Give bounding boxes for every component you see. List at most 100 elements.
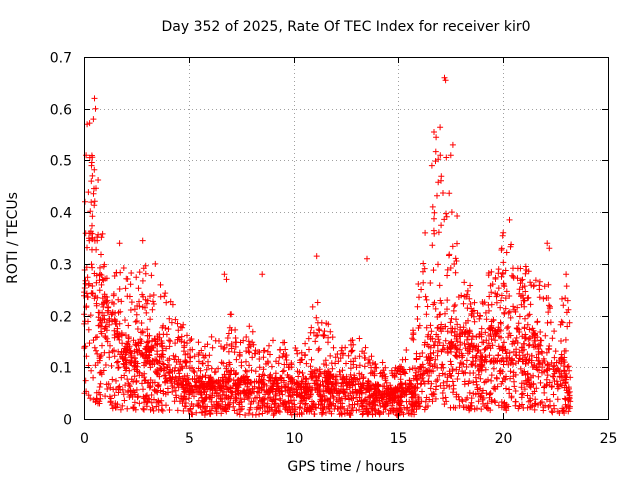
data-point — [316, 327, 323, 334]
data-point — [488, 377, 495, 384]
data-point — [85, 326, 92, 333]
data-point — [91, 344, 98, 351]
data-point — [437, 152, 444, 159]
data-point — [464, 287, 471, 294]
data-point — [146, 352, 153, 359]
data-point — [394, 367, 401, 374]
data-point — [293, 386, 300, 393]
data-point — [248, 398, 255, 405]
data-point — [564, 297, 571, 304]
data-point — [319, 378, 326, 385]
data-point — [521, 386, 528, 393]
data-point — [187, 337, 194, 344]
data-point — [330, 373, 337, 380]
data-point — [430, 267, 437, 274]
data-point — [329, 390, 336, 397]
data-point — [506, 308, 513, 315]
data-point — [387, 407, 394, 414]
data-point — [506, 386, 513, 393]
data-point — [191, 353, 198, 360]
data-point — [525, 294, 532, 301]
data-point — [166, 343, 173, 350]
data-point — [237, 339, 244, 346]
data-point — [178, 333, 185, 340]
data-point — [102, 293, 108, 300]
data-point — [431, 209, 438, 216]
data-point — [415, 281, 422, 287]
data-point — [163, 345, 170, 352]
data-point — [537, 329, 544, 335]
data-point — [94, 350, 101, 357]
data-point — [299, 370, 306, 376]
data-point — [85, 189, 92, 196]
data-point — [182, 351, 189, 358]
data-point — [498, 273, 505, 280]
data-point — [123, 357, 129, 364]
data-point — [119, 340, 126, 347]
data-point — [109, 405, 116, 412]
data-point — [536, 294, 543, 301]
data-point — [321, 328, 328, 335]
data-point — [199, 373, 206, 380]
data-point — [298, 349, 305, 356]
data-point — [304, 384, 310, 391]
data-point — [127, 392, 134, 399]
data-point — [562, 396, 569, 403]
data-point — [433, 134, 440, 141]
data-point — [139, 291, 146, 298]
data-point — [414, 316, 421, 322]
data-point — [496, 345, 503, 352]
data-point — [336, 368, 343, 375]
data-point — [117, 406, 124, 413]
data-point — [567, 374, 574, 381]
data-point — [498, 404, 505, 411]
data-point — [92, 334, 99, 341]
data-point — [442, 77, 449, 84]
data-point — [368, 353, 375, 360]
data-point — [492, 399, 499, 406]
data-point — [263, 382, 270, 389]
data-point — [195, 402, 202, 409]
data-point — [95, 314, 102, 321]
data-point — [139, 277, 146, 284]
data-point — [376, 388, 383, 395]
data-point — [453, 393, 460, 400]
data-point — [294, 380, 301, 387]
data-point — [475, 367, 482, 374]
data-point — [453, 316, 459, 323]
data-point — [248, 367, 255, 374]
data-point — [557, 321, 564, 328]
data-point — [138, 329, 145, 336]
data-point — [175, 327, 182, 334]
data-point — [101, 261, 108, 268]
data-point — [116, 286, 123, 292]
data-point — [396, 401, 403, 408]
data-point — [142, 361, 149, 367]
data-point — [175, 384, 182, 391]
data-point — [133, 318, 140, 324]
data-point — [88, 152, 95, 159]
data-point — [518, 394, 525, 401]
data-point — [191, 369, 198, 376]
data-point — [482, 309, 489, 316]
data-point — [160, 361, 167, 368]
data-point — [139, 380, 145, 387]
data-point — [432, 356, 439, 363]
data-point — [410, 375, 417, 382]
data-point — [112, 404, 119, 411]
data-point — [244, 393, 251, 400]
data-point — [556, 410, 563, 416]
data-point — [424, 368, 431, 375]
data-point — [544, 372, 551, 379]
data-point — [164, 357, 171, 364]
data-point — [503, 373, 509, 380]
data-point — [178, 363, 185, 370]
data-point — [172, 374, 179, 381]
data-point — [150, 301, 157, 307]
data-point — [524, 404, 531, 411]
data-point — [159, 402, 165, 409]
data-point — [130, 387, 137, 394]
data-point — [478, 325, 485, 332]
data-point — [273, 392, 279, 399]
data-point — [165, 326, 172, 332]
